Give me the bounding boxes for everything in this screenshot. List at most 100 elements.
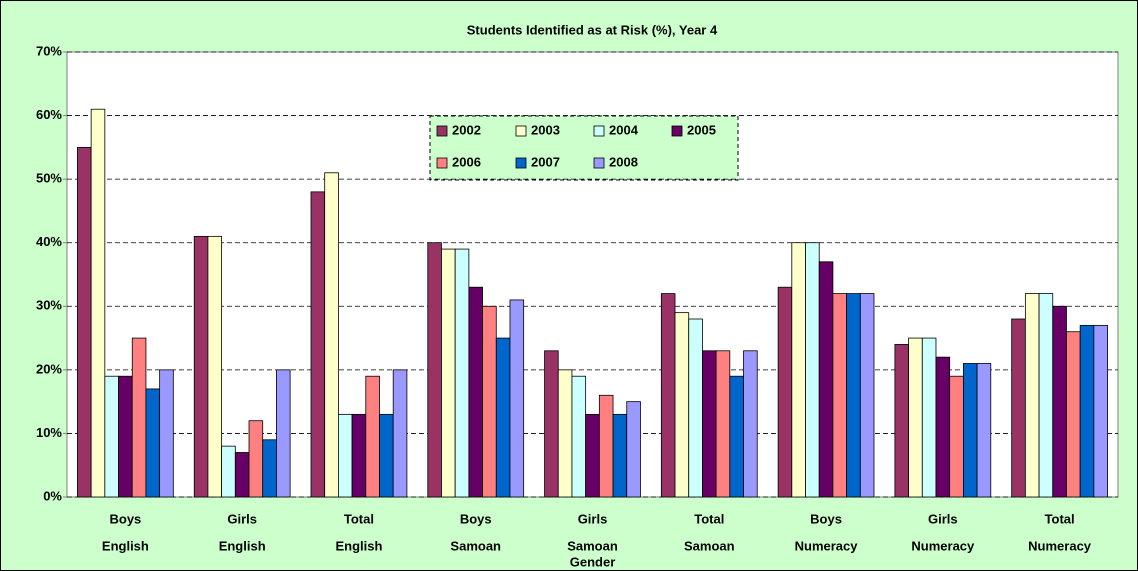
bar: [234, 452, 250, 498]
x-tick-label: Girls: [928, 511, 958, 526]
bar: [674, 312, 690, 498]
bar: [248, 420, 264, 498]
bar: [544, 350, 559, 498]
bar: [908, 337, 923, 498]
bar: [310, 191, 326, 498]
x-tick-label: Numeracy: [795, 538, 859, 553]
bar: [351, 413, 367, 498]
legend-label: 2003: [531, 122, 560, 137]
x-tick-label: Numeracy: [1028, 538, 1092, 553]
x-tick-label: Samoan: [567, 538, 618, 553]
bar: [1038, 293, 1054, 498]
bar: [365, 375, 380, 498]
x-tick-label: English: [102, 538, 149, 553]
legend-label: 2006: [452, 154, 481, 169]
bar: [468, 286, 483, 498]
bar: [118, 375, 133, 498]
bar: [379, 413, 394, 498]
bar: [557, 369, 573, 498]
bar: [626, 401, 641, 498]
bar: [832, 293, 848, 498]
bar: [1052, 305, 1067, 498]
bar: [337, 413, 353, 498]
x-tick-label: Gender: [570, 554, 616, 569]
bar: [743, 350, 758, 498]
bar: [145, 388, 161, 498]
bar: [612, 413, 628, 498]
y-tick-label: 0%: [43, 488, 62, 503]
y-tick-label: 10%: [36, 425, 62, 440]
legend-swatch: [671, 125, 683, 137]
y-tick-label: 30%: [36, 298, 62, 313]
x-tick-label: Total: [344, 511, 374, 526]
legend-label: 2002: [452, 122, 481, 137]
bar: [598, 394, 614, 498]
bar: [193, 235, 209, 498]
bar: [729, 375, 744, 498]
legend-label: 2008: [609, 154, 638, 169]
legend-swatch: [593, 157, 605, 169]
x-tick-label: Samoan: [450, 538, 501, 553]
bar: [962, 363, 978, 498]
x-tick-label: Samoan: [684, 538, 735, 553]
legend-swatch: [436, 157, 448, 169]
bar: [454, 248, 470, 498]
y-tick-label: 70%: [36, 43, 62, 58]
bar: [1066, 331, 1081, 498]
bar: [1011, 318, 1026, 498]
legend-label: 2007: [531, 154, 560, 169]
legend-swatch: [436, 125, 448, 137]
bar: [715, 350, 731, 498]
bar: [262, 439, 277, 498]
legend: [429, 115, 739, 181]
bar: [392, 369, 408, 498]
bar: [509, 299, 525, 498]
bar: [894, 344, 909, 498]
bar: [159, 369, 174, 498]
legend-swatch: [593, 125, 605, 137]
bar: [495, 337, 511, 498]
bar: [976, 363, 992, 498]
bar: [1024, 293, 1040, 498]
bar: [482, 305, 497, 498]
chart-title: Students Identified as at Risk (%), Year…: [467, 22, 718, 37]
x-tick-label: English: [219, 538, 266, 553]
bar: [104, 375, 119, 498]
x-tick-label: Boys: [109, 511, 141, 526]
bar: [77, 146, 92, 498]
bar: [324, 172, 339, 498]
bar: [221, 445, 236, 498]
y-tick-label: 50%: [36, 171, 62, 186]
legend-swatch: [515, 157, 527, 169]
bar: [585, 413, 600, 498]
bar: [571, 375, 587, 498]
bar: [1079, 324, 1095, 498]
bar: [921, 337, 937, 498]
bar: [859, 293, 875, 498]
x-tick-label: Boys: [810, 511, 842, 526]
bar: [90, 108, 106, 498]
x-tick-label: Total: [1045, 511, 1075, 526]
bar: [660, 293, 676, 498]
bar: [688, 318, 703, 498]
bar: [207, 235, 223, 498]
legend-swatch: [515, 125, 527, 137]
bar: [702, 350, 717, 498]
x-tick-label: Boys: [460, 511, 492, 526]
bar: [777, 286, 793, 498]
y-tick-label: 60%: [36, 107, 62, 122]
y-tick-label: 40%: [36, 234, 62, 249]
bar: [935, 356, 951, 498]
bar: [818, 261, 834, 498]
bar: [791, 242, 806, 498]
bar: [805, 242, 820, 498]
x-tick-label: English: [335, 538, 382, 553]
bar: [846, 293, 861, 498]
legend-label: 2004: [609, 122, 639, 137]
legend-label: 2005: [687, 122, 716, 137]
x-tick-label: Girls: [227, 511, 257, 526]
x-tick-label: Numeracy: [911, 538, 975, 553]
bar: [441, 248, 456, 498]
bar: [1093, 324, 1108, 498]
